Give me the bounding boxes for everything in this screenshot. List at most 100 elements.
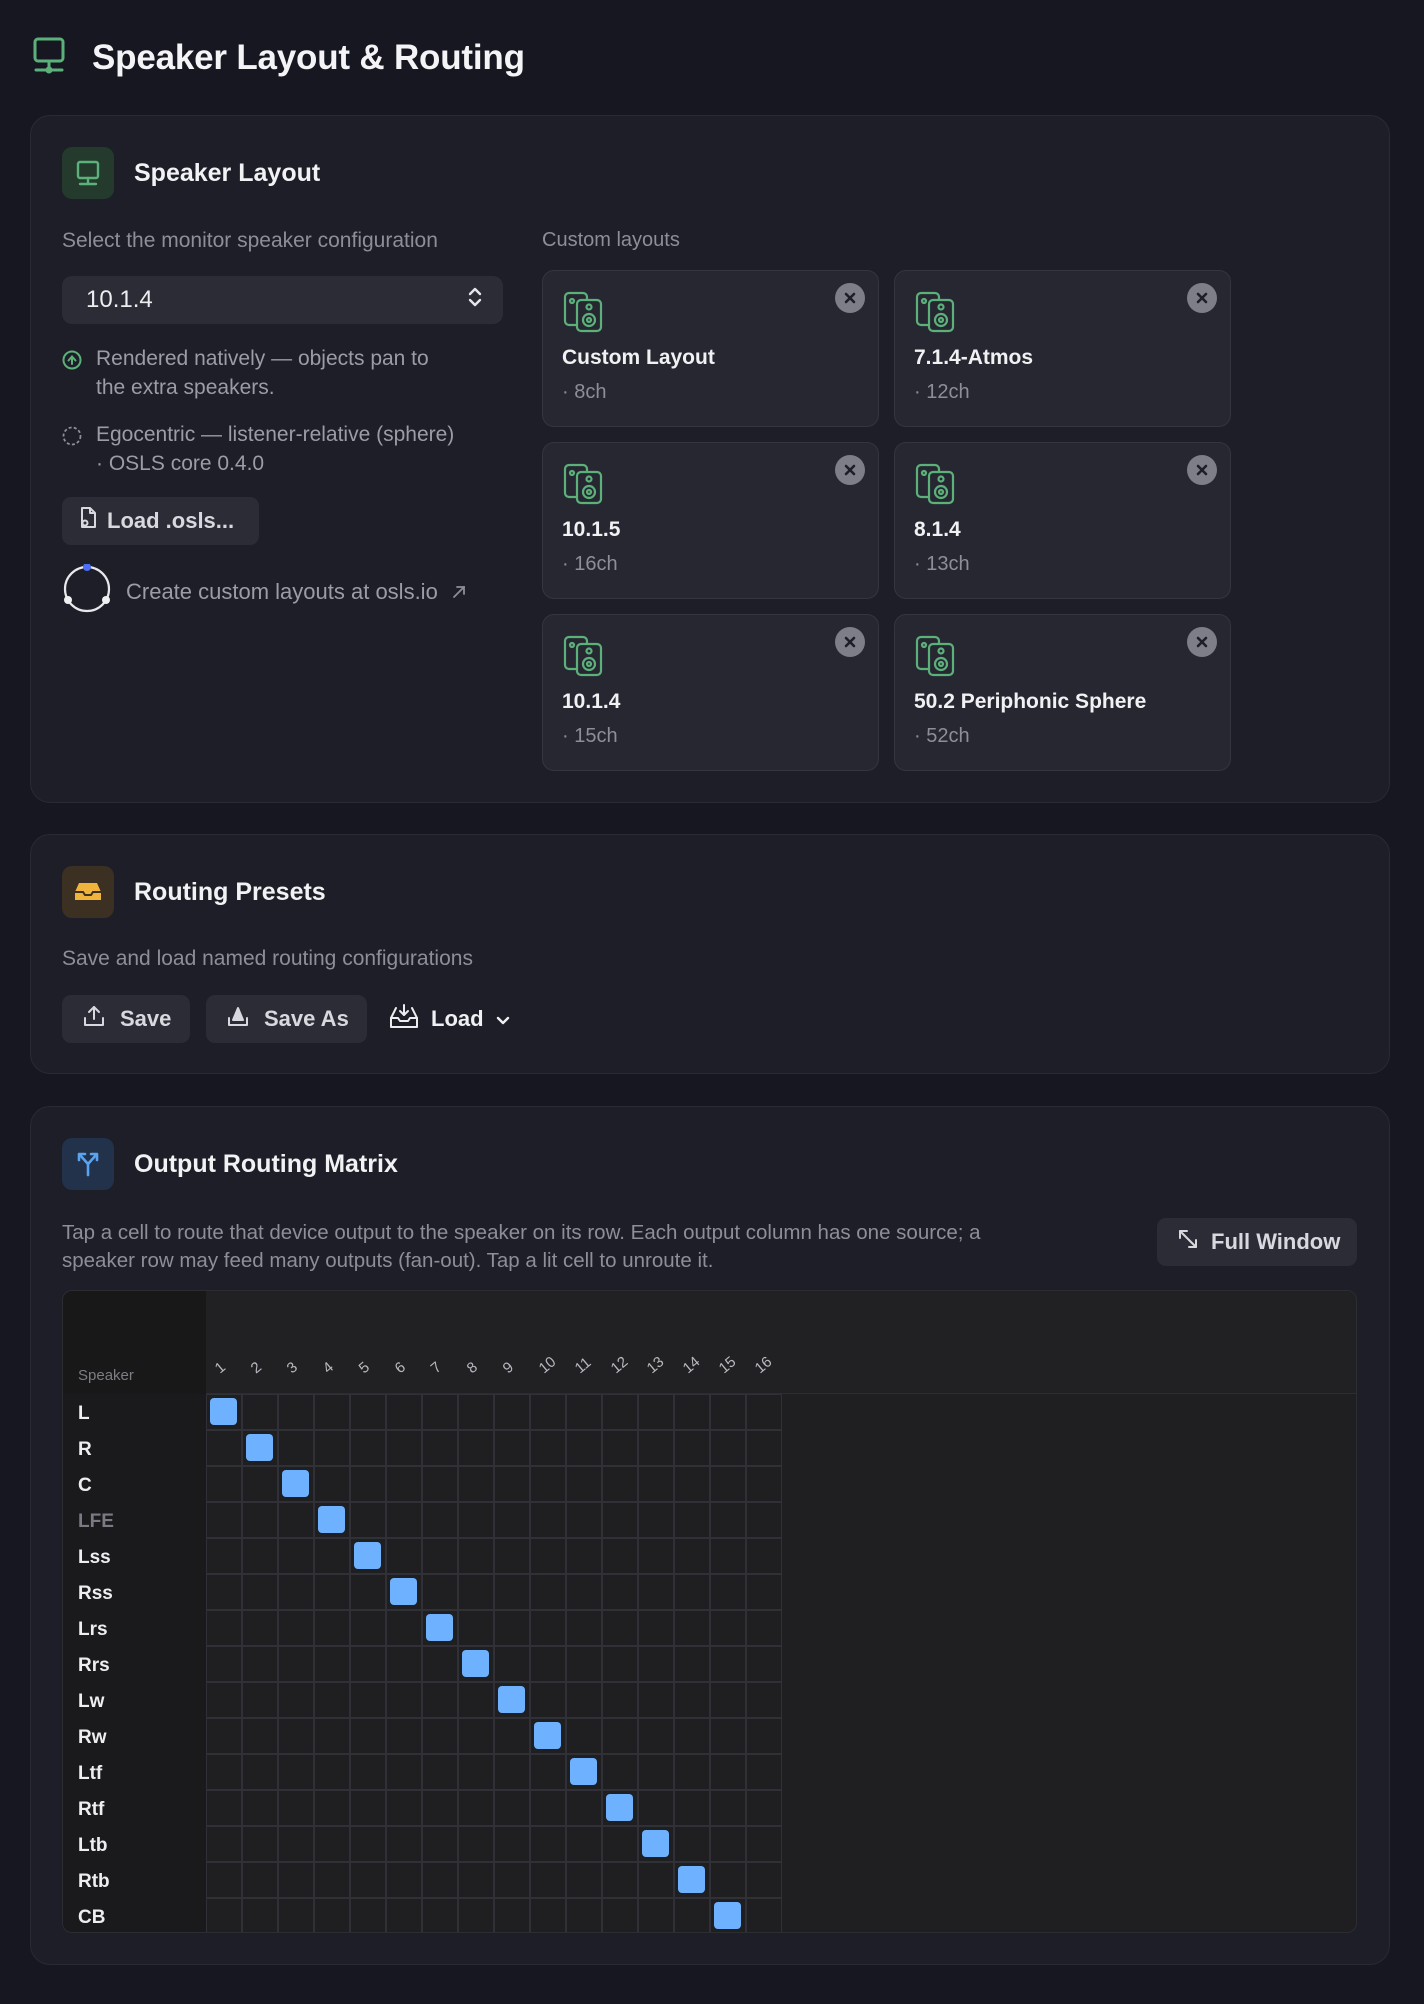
- matrix-cell[interactable]: [674, 1790, 710, 1826]
- matrix-cell[interactable]: [674, 1718, 710, 1754]
- matrix-cell[interactable]: [422, 1574, 458, 1610]
- matrix-cell[interactable]: [206, 1466, 242, 1502]
- custom-layout-tile[interactable]: 10.1.5 · 16ch: [542, 442, 879, 599]
- matrix-cell[interactable]: [350, 1430, 386, 1466]
- matrix-cell[interactable]: [494, 1394, 530, 1430]
- matrix-cell[interactable]: [350, 1862, 386, 1898]
- matrix-cell[interactable]: [638, 1610, 674, 1646]
- matrix-cell[interactable]: [278, 1898, 314, 1934]
- matrix-cell[interactable]: [458, 1466, 494, 1502]
- matrix-cell[interactable]: [242, 1682, 278, 1718]
- matrix-cell[interactable]: [206, 1430, 242, 1466]
- matrix-cell[interactable]: [638, 1466, 674, 1502]
- matrix-cell[interactable]: [638, 1754, 674, 1790]
- matrix-cell[interactable]: [278, 1754, 314, 1790]
- matrix-cell[interactable]: [746, 1754, 782, 1790]
- matrix-cell[interactable]: [278, 1574, 314, 1610]
- matrix-cell[interactable]: [314, 1394, 350, 1430]
- matrix-cell[interactable]: [314, 1646, 350, 1682]
- matrix-cell[interactable]: [710, 1466, 746, 1502]
- matrix-cell[interactable]: [350, 1826, 386, 1862]
- matrix-cell[interactable]: [602, 1682, 638, 1718]
- routed-cell[interactable]: [498, 1686, 525, 1713]
- matrix-cell[interactable]: [710, 1682, 746, 1718]
- save-button[interactable]: Save: [62, 995, 190, 1043]
- routed-cell[interactable]: [318, 1506, 345, 1533]
- routed-cell[interactable]: [570, 1758, 597, 1785]
- matrix-cell[interactable]: [278, 1646, 314, 1682]
- matrix-cell[interactable]: [458, 1898, 494, 1934]
- matrix-cell[interactable]: [494, 1502, 530, 1538]
- routed-cell[interactable]: [282, 1470, 309, 1497]
- matrix-cell[interactable]: [530, 1826, 566, 1862]
- matrix-cell[interactable]: [278, 1682, 314, 1718]
- matrix-cell[interactable]: [458, 1394, 494, 1430]
- matrix-cell[interactable]: [566, 1430, 602, 1466]
- matrix-cell[interactable]: [494, 1790, 530, 1826]
- matrix-cell[interactable]: [206, 1790, 242, 1826]
- matrix-cell[interactable]: [566, 1646, 602, 1682]
- matrix-cell[interactable]: [530, 1430, 566, 1466]
- matrix-cell[interactable]: [566, 1898, 602, 1934]
- matrix-cell[interactable]: [710, 1646, 746, 1682]
- matrix-cell[interactable]: [530, 1682, 566, 1718]
- matrix-cell[interactable]: [422, 1682, 458, 1718]
- matrix-cell[interactable]: [206, 1502, 242, 1538]
- matrix-cell[interactable]: [710, 1430, 746, 1466]
- matrix-cell[interactable]: [422, 1394, 458, 1430]
- matrix-cell[interactable]: [638, 1898, 674, 1934]
- matrix-cell[interactable]: [422, 1862, 458, 1898]
- matrix-cell[interactable]: [386, 1826, 422, 1862]
- matrix-cell[interactable]: [602, 1574, 638, 1610]
- close-icon[interactable]: [1187, 283, 1217, 313]
- routed-cell[interactable]: [210, 1398, 237, 1425]
- matrix-cell[interactable]: [602, 1430, 638, 1466]
- matrix-cell[interactable]: [710, 1790, 746, 1826]
- matrix-cell[interactable]: [602, 1466, 638, 1502]
- routed-cell[interactable]: [390, 1578, 417, 1605]
- matrix-cell[interactable]: [746, 1502, 782, 1538]
- matrix-cell[interactable]: [242, 1718, 278, 1754]
- custom-layout-tile[interactable]: 8.1.4 · 13ch: [894, 442, 1231, 599]
- matrix-cell[interactable]: [638, 1790, 674, 1826]
- matrix-cell[interactable]: [422, 1646, 458, 1682]
- matrix-cell[interactable]: [278, 1826, 314, 1862]
- matrix-cell[interactable]: [242, 1610, 278, 1646]
- routed-cell[interactable]: [534, 1722, 561, 1749]
- matrix-cell[interactable]: [602, 1646, 638, 1682]
- load-osls-button[interactable]: Load .osls...: [62, 497, 259, 545]
- matrix-cell[interactable]: [530, 1790, 566, 1826]
- routed-cell[interactable]: [426, 1614, 453, 1641]
- matrix-cell[interactable]: [710, 1538, 746, 1574]
- matrix-cell[interactable]: [458, 1862, 494, 1898]
- matrix-cell[interactable]: [278, 1394, 314, 1430]
- matrix-cell[interactable]: [350, 1790, 386, 1826]
- matrix-cell[interactable]: [422, 1898, 458, 1934]
- matrix-cell[interactable]: [206, 1538, 242, 1574]
- matrix-cell[interactable]: [530, 1754, 566, 1790]
- matrix-cell[interactable]: [242, 1898, 278, 1934]
- matrix-cell[interactable]: [710, 1574, 746, 1610]
- matrix-cell[interactable]: [350, 1718, 386, 1754]
- matrix-cell[interactable]: [566, 1610, 602, 1646]
- matrix-cell[interactable]: [314, 1754, 350, 1790]
- close-icon[interactable]: [835, 627, 865, 657]
- matrix-cell[interactable]: [566, 1682, 602, 1718]
- matrix-cell[interactable]: [422, 1538, 458, 1574]
- matrix-cell[interactable]: [386, 1538, 422, 1574]
- matrix-cell[interactable]: [314, 1430, 350, 1466]
- matrix-cell[interactable]: [530, 1502, 566, 1538]
- matrix-cell[interactable]: [242, 1826, 278, 1862]
- matrix-cell[interactable]: [494, 1862, 530, 1898]
- matrix-cell[interactable]: [602, 1826, 638, 1862]
- matrix-cell[interactable]: [350, 1754, 386, 1790]
- matrix-cell[interactable]: [746, 1682, 782, 1718]
- create-layouts-link[interactable]: Create custom layouts at osls.io: [62, 563, 466, 620]
- matrix-cell[interactable]: [638, 1502, 674, 1538]
- matrix-cell[interactable]: [494, 1610, 530, 1646]
- matrix-cell[interactable]: [746, 1862, 782, 1898]
- matrix-cell[interactable]: [494, 1538, 530, 1574]
- matrix-cell[interactable]: [494, 1430, 530, 1466]
- matrix-cell[interactable]: [242, 1466, 278, 1502]
- matrix-cell[interactable]: [314, 1898, 350, 1934]
